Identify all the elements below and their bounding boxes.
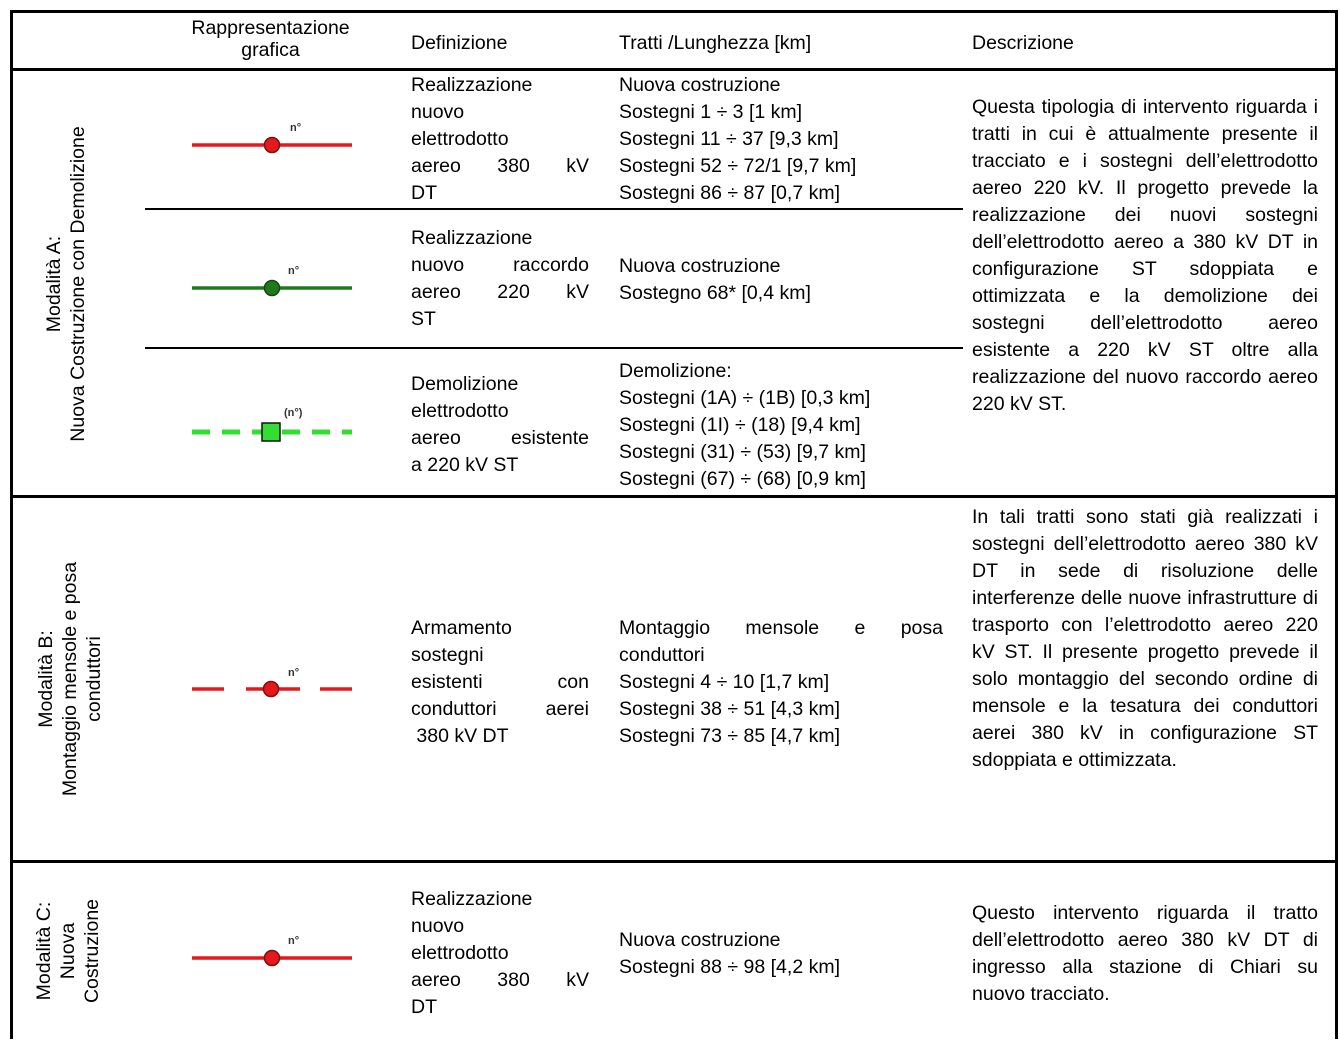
header-bottom-border (10, 68, 1338, 71)
modalita-b-label: Modalità B: Montaggio mensole e posa con… (35, 561, 105, 797)
modalita-b-descrizione: In tali tratti sono stati già realizzati… (972, 506, 1318, 771)
modalita-b-tratti: Montaggio mensole e posa conduttori Sostegn… (619, 617, 943, 747)
modalita-c-label: Modalità C: Nuova Costruzione (33, 898, 103, 1004)
modalita-b-definizione: Armamento sostegni esistenti con condutto… (411, 617, 589, 747)
symbol-existing-380kv-armamento: n° (192, 667, 352, 698)
modalita-c-definizione: Realizzazione nuovo elettrodotto aereo 38… (411, 888, 589, 1018)
symbol-demolition-220kv: (n°) (192, 407, 352, 442)
section-b-bottom-border (10, 860, 1338, 863)
symbol-new-380kv-line-c: n° (192, 935, 352, 967)
symbol-new-380kv-line-a: n° (192, 122, 352, 154)
svg-text:n°: n° (288, 667, 299, 679)
row-a3-definizione: Demolizione elettrodotto aereo esistente … (411, 373, 589, 476)
table-right-border (1335, 10, 1338, 1039)
row-a3-tratti: Demolizione: Sostegni (1A) ÷ (1B) [0,3 k… (619, 360, 871, 490)
header-descrizione: Descrizione (972, 32, 1074, 54)
table-top-border (10, 10, 1338, 13)
section-a-bottom-border (10, 495, 1338, 498)
row-a1-tratti: Nuova costruzione Sostegni 1 ÷ 3 [1 km] … (619, 74, 857, 204)
svg-text:(n°): (n°) (284, 407, 303, 419)
modalita-c-tratti: Nuova costruzione Sostegni 88 ÷ 98 [4,2 … (619, 929, 840, 978)
modalita-c-descrizione: Questo intervento riguarda il tratto del… (972, 902, 1318, 1005)
table-left-border (10, 10, 13, 1039)
row-a2-definizione: Realizzazione nuovo raccordo aereo 220 kV S… (411, 227, 589, 330)
header-rappresentazione-grafica: Rappresentazione grafica (191, 17, 350, 61)
svg-text:n°: n° (288, 265, 299, 277)
row-a1-definizione: Realizzazione nuovo elettrodotto aereo 38… (411, 74, 589, 204)
modalita-a-descrizione: Questa tipologia di intervento riguarda … (972, 96, 1318, 415)
row-a1-bottom-border (145, 208, 963, 210)
symbol-label-n: n° (290, 122, 301, 134)
row-a2-tratti: Nuova costruzione Sostegno 68* [0,4 km] (619, 255, 811, 304)
modalita-a-label: Modalità A: Nuova Costruzione con Demoli… (43, 126, 89, 442)
header-tratti-lunghezza: Tratti /Lunghezza [km] (619, 32, 812, 54)
symbol-new-220kv-raccordo: n° (192, 265, 352, 297)
header-definizione: Definizione (411, 32, 508, 54)
svg-text:n°: n° (288, 935, 299, 947)
row-a2-bottom-border (145, 347, 963, 349)
